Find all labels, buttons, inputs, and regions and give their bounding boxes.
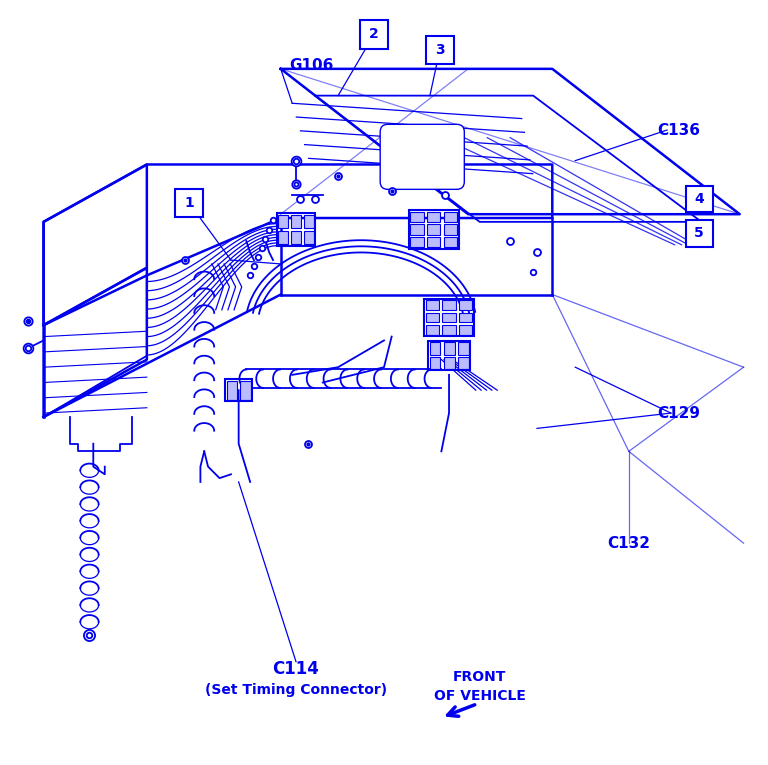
Text: G106: G106 xyxy=(289,57,333,73)
FancyBboxPatch shape xyxy=(279,215,288,229)
FancyBboxPatch shape xyxy=(175,189,203,217)
FancyBboxPatch shape xyxy=(240,381,250,400)
FancyBboxPatch shape xyxy=(444,356,455,369)
Text: 2: 2 xyxy=(369,28,379,41)
Text: 3: 3 xyxy=(435,43,445,57)
FancyBboxPatch shape xyxy=(227,381,237,400)
FancyBboxPatch shape xyxy=(425,313,439,323)
FancyBboxPatch shape xyxy=(458,343,468,355)
FancyBboxPatch shape xyxy=(442,313,455,323)
FancyBboxPatch shape xyxy=(442,301,455,311)
FancyBboxPatch shape xyxy=(458,325,472,335)
Polygon shape xyxy=(44,164,147,325)
FancyBboxPatch shape xyxy=(410,237,424,248)
Text: C132: C132 xyxy=(607,536,650,551)
Text: OF VEHICLE: OF VEHICLE xyxy=(434,689,525,703)
FancyBboxPatch shape xyxy=(427,224,441,235)
FancyBboxPatch shape xyxy=(360,20,388,49)
FancyBboxPatch shape xyxy=(291,215,301,229)
FancyBboxPatch shape xyxy=(429,343,441,355)
FancyBboxPatch shape xyxy=(686,220,713,246)
FancyBboxPatch shape xyxy=(458,356,468,369)
Text: 1: 1 xyxy=(184,196,194,210)
FancyBboxPatch shape xyxy=(444,343,455,355)
Text: C114: C114 xyxy=(273,660,319,679)
FancyBboxPatch shape xyxy=(686,185,713,213)
Text: (Set Timing Connector): (Set Timing Connector) xyxy=(205,683,387,697)
FancyBboxPatch shape xyxy=(425,35,454,64)
Text: C136: C136 xyxy=(657,122,700,138)
FancyBboxPatch shape xyxy=(410,224,424,235)
FancyBboxPatch shape xyxy=(429,356,441,369)
Text: 4: 4 xyxy=(694,192,704,206)
FancyBboxPatch shape xyxy=(444,237,457,248)
FancyBboxPatch shape xyxy=(291,231,301,245)
FancyBboxPatch shape xyxy=(427,212,441,222)
FancyBboxPatch shape xyxy=(427,237,441,248)
FancyBboxPatch shape xyxy=(444,224,457,235)
FancyBboxPatch shape xyxy=(458,313,472,323)
FancyBboxPatch shape xyxy=(304,215,313,229)
FancyBboxPatch shape xyxy=(425,301,439,311)
FancyBboxPatch shape xyxy=(279,231,288,245)
Text: FRONT: FRONT xyxy=(453,670,506,684)
FancyBboxPatch shape xyxy=(458,301,472,311)
FancyBboxPatch shape xyxy=(442,325,455,335)
FancyBboxPatch shape xyxy=(380,125,465,190)
FancyBboxPatch shape xyxy=(444,212,457,222)
FancyBboxPatch shape xyxy=(304,231,313,245)
Text: 5: 5 xyxy=(694,226,704,240)
FancyBboxPatch shape xyxy=(410,212,424,222)
Text: C129: C129 xyxy=(657,405,700,421)
FancyBboxPatch shape xyxy=(425,325,439,335)
